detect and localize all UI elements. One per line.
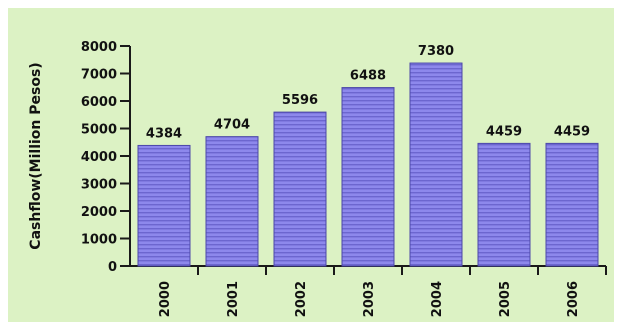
x-tick-label: 2006 [566,281,581,317]
y-tick-label: 6000 [81,95,117,110]
bar-value-label: 7380 [418,44,454,59]
bar-2005 [477,142,531,267]
x-tick-label: 2004 [430,281,445,317]
bar-2003 [341,87,395,267]
x-tick-label: 2000 [158,281,173,317]
x-tick-label: 2001 [226,281,241,317]
y-tick-label: 1000 [81,233,117,248]
bar-chart: Cashflow(Million Pesos) 0 1000 2000 3000 4000… [8,8,614,322]
y-tick-label: 2000 [81,205,117,220]
chart-panel: Cashflow(Million Pesos) 0 1000 2000 3000 4000… [8,8,614,322]
bar-2001 [205,136,259,267]
x-tick-label: 2005 [498,281,513,317]
y-tick-label: 4000 [81,150,117,165]
bar-2000 [137,144,191,267]
bar-2006 [545,142,599,267]
bar-2002 [273,111,327,267]
bar-value-label: 4459 [554,124,590,139]
y-tick-label: 3000 [81,178,117,193]
y-tick-label: 5000 [81,123,117,138]
y-tick-label: 7000 [81,68,117,83]
x-tick-label: 2002 [294,281,309,317]
bar-value-label: 4704 [214,118,250,133]
bar-2004 [409,62,463,267]
y-tick-label: 8000 [81,40,117,55]
bar-value-label: 6488 [350,69,386,84]
x-tick-label: 2003 [362,281,377,317]
bar-value-label: 4459 [486,124,522,139]
bar-value-label: 5596 [282,93,318,108]
bar-value-label: 4384 [146,126,182,141]
y-axis-label: Cashflow(Million Pesos) [28,62,44,249]
y-tick-label: 0 [108,260,117,275]
